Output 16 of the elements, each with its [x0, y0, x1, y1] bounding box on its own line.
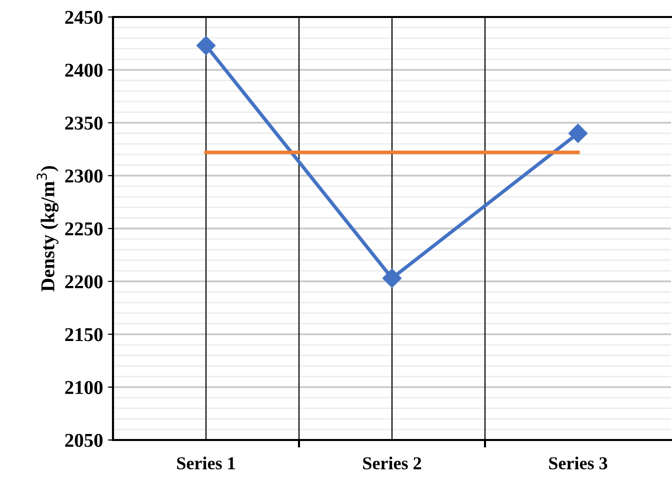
x-tick-label: Series 1	[177, 456, 235, 470]
y-tick-label: 2150	[65, 328, 103, 342]
point	[196, 36, 216, 56]
y-tick-label: 2300	[65, 169, 103, 183]
x-tick-label: Series 2	[363, 456, 422, 470]
y-tick-label: 2050	[65, 434, 103, 447]
y-tick-label: 2350	[65, 116, 103, 130]
y-tick-label: 2100	[65, 380, 103, 394]
y-tick-label: 2450	[65, 10, 103, 24]
y-tick-label: 2200	[65, 275, 103, 288]
y-tick-label: 2250	[65, 222, 103, 236]
y-tick-label: 2400	[65, 64, 103, 77]
x-tick-label: Series 3	[549, 456, 608, 470]
point	[382, 268, 402, 288]
point	[568, 124, 588, 143]
y-axis-title: Densty (kg/m$^{3}$)	[36, 166, 59, 292]
